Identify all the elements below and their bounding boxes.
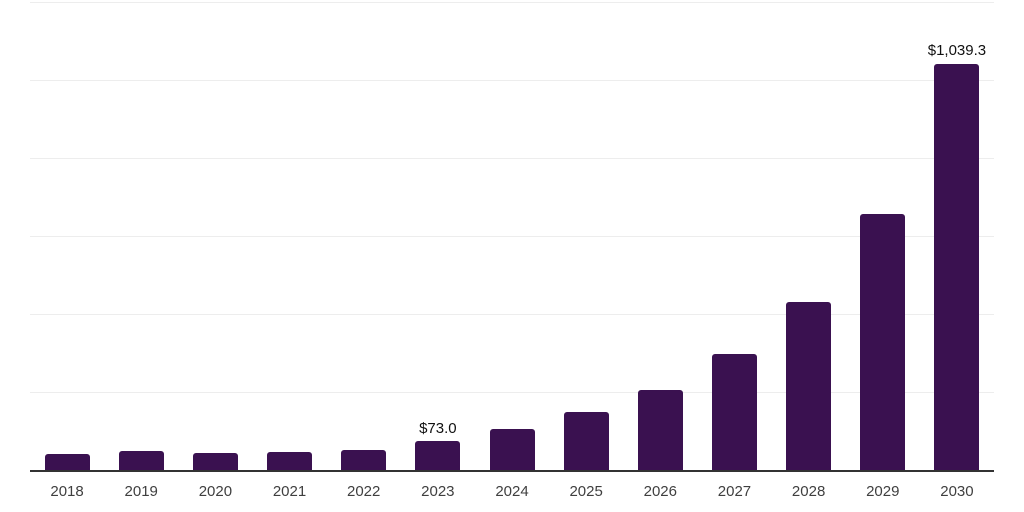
x-tick-label-2022: 2022 xyxy=(347,483,381,500)
x-tick-label-2021: 2021 xyxy=(272,483,307,500)
bar-2025 xyxy=(563,412,609,470)
bar-2022 xyxy=(341,449,387,470)
gridline-200 xyxy=(30,391,994,393)
gridline-400 xyxy=(30,313,994,315)
bar-2028 xyxy=(786,302,832,470)
x-tick-label-2024: 2024 xyxy=(495,483,529,500)
gridline-1000 xyxy=(30,79,994,81)
bar-2029 xyxy=(860,214,906,470)
gridline-800 xyxy=(30,157,994,159)
gridline-600 xyxy=(30,235,994,237)
bar-2027 xyxy=(711,354,757,470)
bar-2019 xyxy=(118,450,164,470)
x-axis-line xyxy=(30,470,994,472)
x-tick-label-2020: 2020 xyxy=(198,483,233,500)
x-tick-label-2030: 2030 xyxy=(940,483,974,500)
x-tick-label-2019: 2019 xyxy=(124,483,158,500)
x-tick-label-2026: 2026 xyxy=(643,483,677,500)
bar-2024 xyxy=(489,429,535,470)
x-tick-label-2018: 2018 xyxy=(50,483,84,500)
bar-2018 xyxy=(44,453,90,470)
x-tick-label-2023: 2023 xyxy=(421,483,455,500)
bar-2023 xyxy=(415,441,461,470)
x-tick-label-2025: 2025 xyxy=(569,483,603,500)
bar-2021 xyxy=(267,452,313,470)
bar-2026 xyxy=(637,389,683,470)
x-tick-label-2028: 2028 xyxy=(791,483,826,500)
gridline-1200 xyxy=(30,1,994,3)
bar-2030 xyxy=(934,64,980,470)
x-tick-label-2027: 2027 xyxy=(717,483,752,500)
value-label-2030: $1,039.3 xyxy=(927,42,987,60)
bar-2020 xyxy=(192,452,238,470)
value-label-2023: $73.0 xyxy=(419,419,457,437)
x-tick-label-2029: 2029 xyxy=(866,483,900,500)
